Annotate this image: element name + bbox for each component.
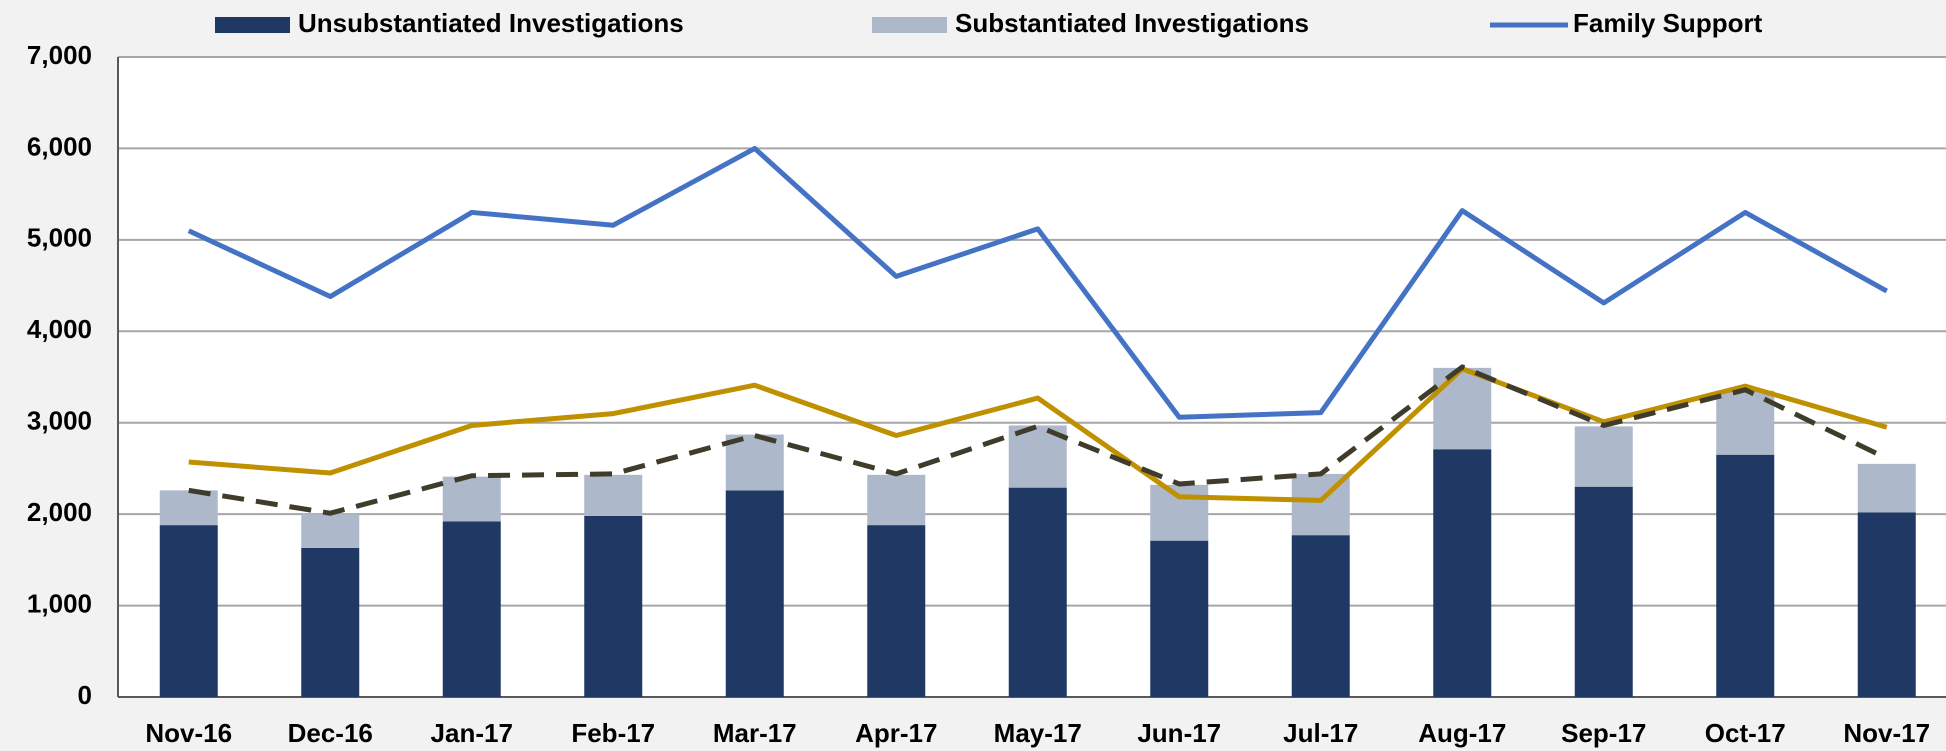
bar — [1433, 449, 1492, 697]
legend-swatch — [872, 17, 947, 33]
x-tick-label: Jan-17 — [431, 718, 513, 748]
line-series — [188, 364, 1888, 516]
y-tick-label: 2,000 — [27, 497, 92, 527]
x-tick-label: Dec-16 — [288, 718, 373, 748]
bar — [1150, 540, 1209, 697]
y-tick-label: 3,000 — [27, 406, 92, 436]
bar — [1716, 454, 1775, 697]
bar — [725, 490, 784, 697]
legend-label: Unsubstantiated Investigations — [298, 8, 684, 38]
y-tick-label: 6,000 — [27, 131, 92, 161]
y-tick-label: 0 — [78, 680, 92, 710]
legend-swatch — [215, 17, 290, 33]
y-tick-label: 4,000 — [27, 314, 92, 344]
bar — [442, 521, 501, 697]
bar — [159, 525, 218, 697]
x-tick-label: Apr-17 — [855, 718, 937, 748]
y-tick-label: 5,000 — [27, 223, 92, 253]
bar — [584, 474, 643, 516]
bar — [725, 434, 784, 491]
x-tick-label: Jun-17 — [1137, 718, 1221, 748]
x-tick-label: Nov-16 — [145, 718, 232, 748]
x-tick-label: Sep-17 — [1561, 718, 1646, 748]
x-tick-label: Jul-17 — [1283, 718, 1358, 748]
line-series — [187, 145, 1888, 420]
legend-label: Substantiated Investigations — [955, 8, 1309, 38]
y-tick-label: 1,000 — [27, 588, 92, 618]
x-tick-label: May-17 — [994, 718, 1082, 748]
legend-label: Family Support — [1573, 8, 1763, 38]
y-tick-label: 7,000 — [27, 40, 92, 70]
x-tick-label: Oct-17 — [1705, 718, 1786, 748]
bar — [442, 476, 501, 522]
bar — [867, 525, 926, 697]
bar — [1008, 487, 1067, 697]
bar — [159, 490, 218, 526]
bar — [1150, 484, 1209, 541]
x-tick-label: Feb-17 — [571, 718, 655, 748]
bar — [1857, 512, 1916, 697]
bar — [1857, 463, 1916, 513]
bar — [301, 547, 360, 697]
bar — [1433, 367, 1492, 450]
line-series — [188, 366, 1888, 503]
x-tick-label: Aug-17 — [1418, 718, 1506, 748]
bar — [1574, 486, 1633, 697]
bar — [584, 515, 643, 697]
x-tick-label: Nov-17 — [1843, 718, 1930, 748]
bar — [1574, 426, 1633, 487]
bar — [1291, 535, 1350, 697]
x-tick-label: Mar-17 — [713, 718, 797, 748]
bar — [301, 514, 360, 548]
bar — [867, 474, 926, 526]
